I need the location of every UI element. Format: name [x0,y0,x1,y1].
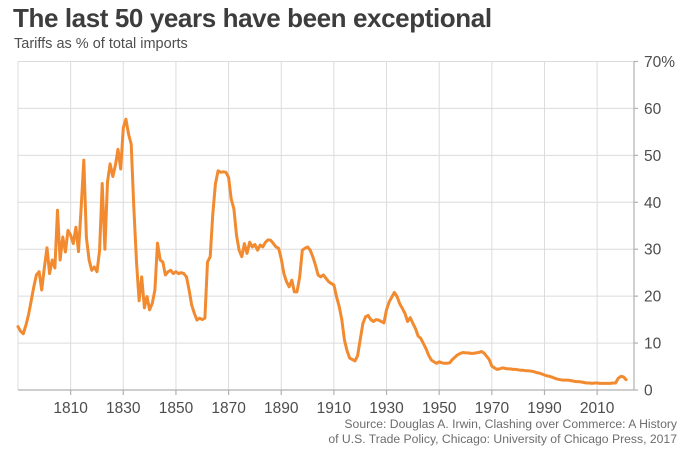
x-tick-label-1890: 1890 [264,400,299,417]
tariff-rate-line-series-0 [16,117,628,385]
chart-subtitle: Tariffs as % of total imports [14,36,188,52]
x-tick-label-1810: 1810 [53,400,88,417]
y-tick-label-40: 40 [644,195,662,212]
x-tick-label-1970: 1970 [475,400,510,417]
source-line-1: Source: Douglas A. Irwin, Clashing over … [344,417,677,431]
chart-title: The last 50 years have been exceptional [13,3,492,33]
source-credit: Source: Douglas A. Irwin, Clashing over … [328,417,677,446]
y-tick-label-0: 0 [644,383,653,400]
x-tick-label-1930: 1930 [369,400,404,417]
x-tick-label-1990: 1990 [527,400,562,417]
y-tick-label-60: 60 [644,101,662,118]
source-line-2: of U.S. Trade Policy, Chicago: Universit… [328,431,677,446]
y-tick-label-70: 70% [644,54,675,71]
x-tick-label-1870: 1870 [211,400,246,417]
y-tick-label-10: 10 [644,336,662,353]
y-tick-label-20: 20 [644,289,662,306]
y-tick-label-30: 30 [644,242,662,259]
x-tick-label-2010: 2010 [580,400,615,417]
x-tick-label-1850: 1850 [159,400,194,417]
x-tick-label-1910: 1910 [317,400,352,417]
x-tick-label-1950: 1950 [422,400,457,417]
x-tick-label-1830: 1830 [106,400,141,417]
y-tick-label-50: 50 [644,148,662,165]
